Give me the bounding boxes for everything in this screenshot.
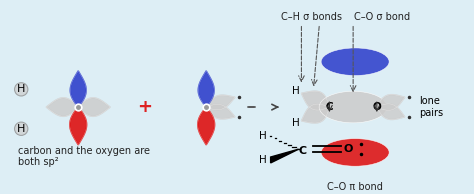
Polygon shape: [46, 98, 78, 116]
Polygon shape: [377, 95, 405, 110]
Polygon shape: [301, 91, 329, 110]
Text: C–O π bond: C–O π bond: [327, 182, 383, 192]
Text: H: H: [292, 118, 299, 128]
Text: C–H σ bonds: C–H σ bonds: [281, 12, 342, 22]
Text: O: O: [373, 102, 381, 112]
Polygon shape: [198, 107, 215, 145]
Text: +: +: [137, 98, 152, 116]
Text: carbon and the oxygen are
both sp²: carbon and the oxygen are both sp²: [18, 146, 150, 167]
Polygon shape: [70, 71, 86, 107]
Polygon shape: [206, 104, 235, 119]
Text: O: O: [344, 144, 353, 154]
Polygon shape: [301, 104, 329, 123]
Text: H: H: [259, 131, 266, 141]
Ellipse shape: [321, 48, 389, 75]
Ellipse shape: [319, 91, 387, 123]
Text: C: C: [326, 102, 333, 112]
Text: H: H: [17, 84, 26, 94]
Text: H: H: [259, 155, 266, 165]
Ellipse shape: [321, 139, 389, 166]
Text: H: H: [17, 124, 26, 134]
Text: C: C: [299, 146, 307, 156]
Text: C–O σ bond: C–O σ bond: [354, 12, 410, 22]
Polygon shape: [198, 71, 214, 107]
Polygon shape: [206, 95, 235, 110]
Text: lone
pairs: lone pairs: [419, 96, 443, 118]
Polygon shape: [70, 107, 87, 145]
Polygon shape: [377, 104, 405, 120]
Polygon shape: [271, 149, 299, 163]
Polygon shape: [78, 98, 110, 116]
Text: H: H: [292, 86, 299, 96]
